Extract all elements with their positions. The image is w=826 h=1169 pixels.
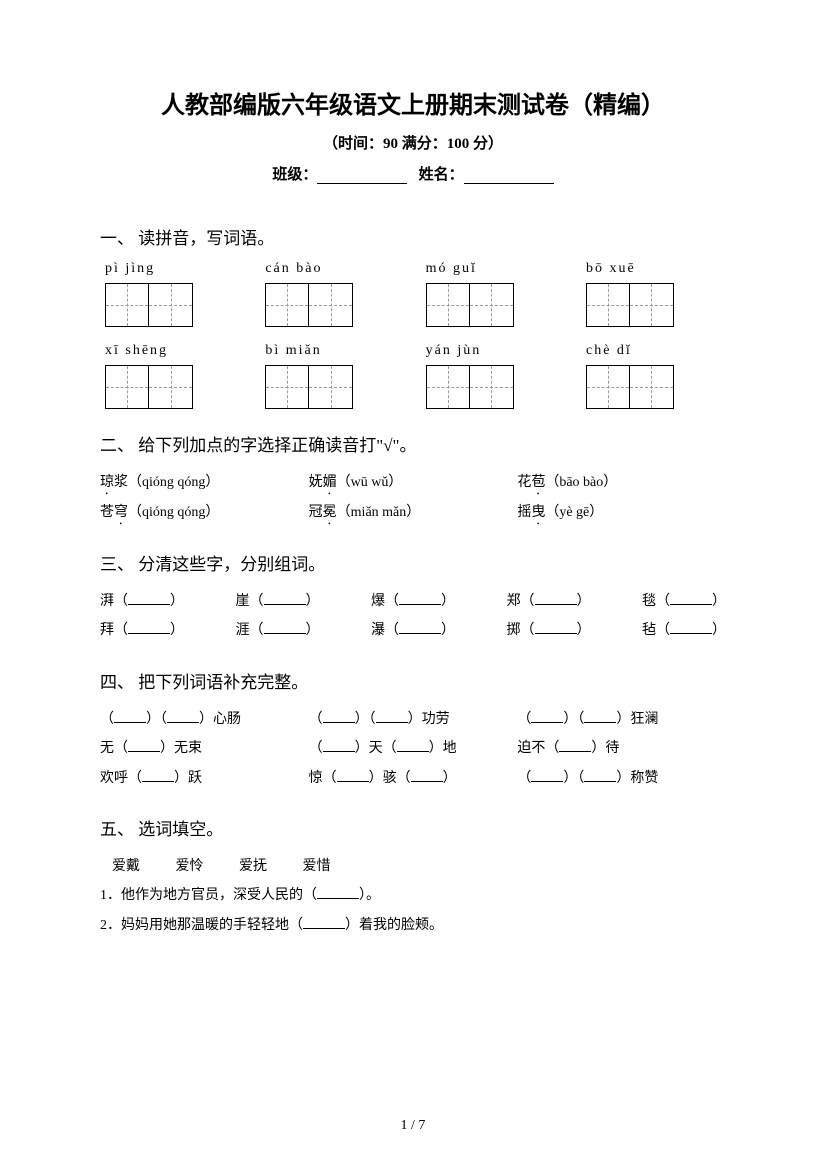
q5-sentence-1: 1．他作为地方官员，深受人民的（）。 (100, 881, 726, 910)
pinyin-label: yán jùn (426, 343, 566, 359)
blank[interactable] (142, 768, 174, 782)
q4-line-1: （）（）心肠 （）（）功劳 （）（）狂澜 (100, 705, 726, 734)
student-info-line: 班级： 姓名： (100, 163, 726, 184)
q5-heading: 五、 选词填空。 (100, 815, 726, 840)
char-box-pair[interactable] (265, 283, 405, 327)
q2-item: 摇曳（yè gē） (517, 498, 726, 528)
char-box-pair[interactable] (426, 365, 566, 409)
blank[interactable] (670, 591, 712, 605)
blank[interactable] (531, 768, 563, 782)
page-title: 人教部编版六年级语文上册期末测试卷（精编） (100, 85, 726, 120)
q2-row-2: 苍穹（qióng qóng） 冠冕（miǎn mǎn） 摇曳（yè gē） (100, 498, 726, 528)
blank[interactable] (337, 768, 369, 782)
blank[interactable] (531, 709, 563, 723)
char-box-pair[interactable] (265, 365, 405, 409)
q3-line-2: 拜（） 涯（） 瀑（） 掷（） 毡（） (100, 616, 726, 645)
q1-boxes-row-1 (100, 283, 726, 327)
blank[interactable] (303, 915, 345, 929)
char-box-pair[interactable] (586, 283, 726, 327)
blank[interactable] (323, 738, 355, 752)
blank[interactable] (128, 591, 170, 605)
q2-item: 冠冕（miǎn mǎn） (309, 498, 518, 528)
pinyin-label: bì miǎn (265, 343, 405, 359)
blank[interactable] (559, 738, 591, 752)
name-label: 姓名： (419, 167, 464, 183)
pinyin-label: chè dǐ (586, 343, 726, 359)
blank[interactable] (399, 620, 441, 634)
q4-line-3: 欢呼（）跃 惊（）骇（） （）（）称赞 (100, 764, 726, 793)
q5-word-bank: 爱戴 爱怜 爱抚 爱惜 (100, 852, 726, 881)
page-subtitle: （时间：90 满分：100 分） (100, 132, 726, 153)
blank[interactable] (128, 738, 160, 752)
char-box-pair[interactable] (586, 365, 726, 409)
blank[interactable] (323, 709, 355, 723)
q1-boxes-row-2 (100, 365, 726, 409)
char-box-pair[interactable] (105, 365, 245, 409)
q2-item: 妩媚（wū wǔ） (309, 468, 518, 498)
q2-heading: 二、 给下列加点的字选择正确读音打"√"。 (100, 431, 726, 456)
pinyin-label: mó guǐ (426, 261, 566, 277)
blank[interactable] (376, 709, 408, 723)
q3-heading: 三、 分清这些字，分别组词。 (100, 550, 726, 575)
q2-item: 苍穹（qióng qóng） (100, 498, 309, 528)
blank[interactable] (397, 738, 429, 752)
pinyin-label: xī shēng (105, 343, 245, 359)
page-number: 1 / 7 (0, 1118, 826, 1134)
blank[interactable] (584, 768, 616, 782)
pinyin-label: bō xuē (586, 261, 726, 277)
blank[interactable] (535, 620, 577, 634)
blank[interactable] (399, 591, 441, 605)
blank[interactable] (535, 591, 577, 605)
blank[interactable] (411, 768, 443, 782)
pinyin-label: pì jìng (105, 261, 245, 277)
class-label: 班级： (272, 167, 317, 183)
blank[interactable] (114, 709, 146, 723)
q1-pinyin-row-2: xī shēng bì miǎn yán jùn chè dǐ (100, 343, 726, 359)
name-blank[interactable] (464, 168, 554, 184)
q4-line-2: 无（）无束 （）天（）地 迫不（）待 (100, 734, 726, 763)
q2-row-1: 琼浆（qióng qóng） 妩媚（wū wǔ） 花苞（bāo bào） (100, 468, 726, 498)
class-blank[interactable] (317, 168, 407, 184)
q1-heading: 一、 读拼音，写词语。 (100, 224, 726, 249)
char-box-pair[interactable] (105, 283, 245, 327)
q2-item: 花苞（bāo bào） (517, 468, 726, 498)
q4-heading: 四、 把下列词语补充完整。 (100, 668, 726, 693)
blank[interactable] (167, 709, 199, 723)
q3-line-1: 湃（） 崖（） 爆（） 郑（） 毯（） (100, 587, 726, 616)
blank[interactable] (670, 620, 712, 634)
char-box-pair[interactable] (426, 283, 566, 327)
blank[interactable] (317, 885, 359, 899)
blank[interactable] (264, 620, 306, 634)
q2-item: 琼浆（qióng qóng） (100, 468, 309, 498)
blank[interactable] (264, 591, 306, 605)
q1-pinyin-row-1: pì jìng cán bào mó guǐ bō xuē (100, 261, 726, 277)
q5-sentence-2: 2．妈妈用她那温暖的手轻轻地（）着我的脸颊。 (100, 911, 726, 940)
blank[interactable] (584, 709, 616, 723)
pinyin-label: cán bào (265, 261, 405, 277)
blank[interactable] (128, 620, 170, 634)
